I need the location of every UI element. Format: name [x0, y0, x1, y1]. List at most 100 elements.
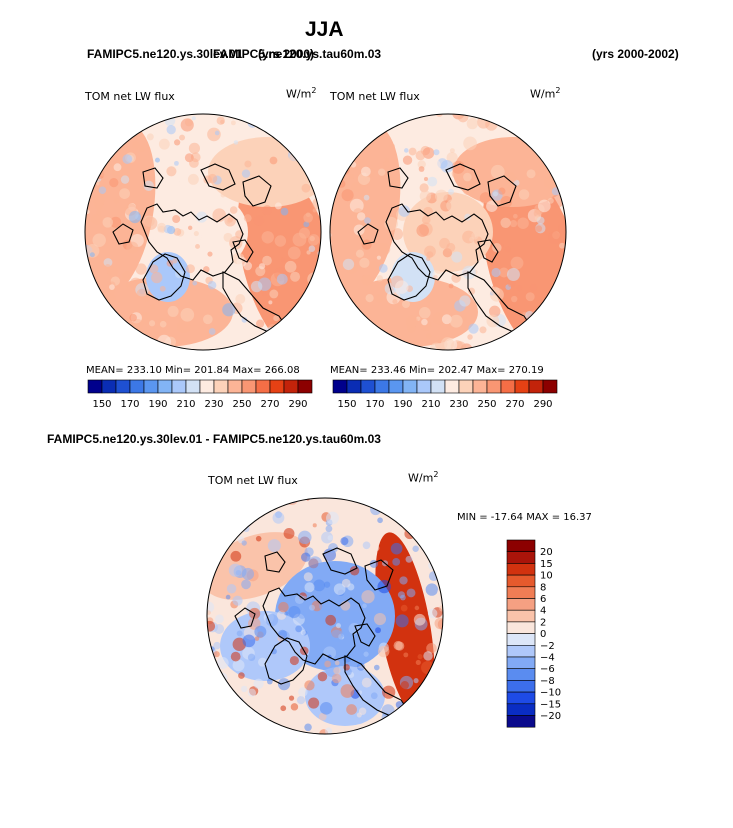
map-speckle [313, 309, 319, 316]
map-speckle [254, 625, 267, 638]
map-speckle [375, 627, 381, 634]
map-speckle [108, 163, 114, 169]
right-colorbar: 150 170 190 210 230 250 270 290 [332, 379, 558, 410]
map-speckle [525, 292, 535, 302]
map-speckle [96, 146, 111, 161]
map-speckle [242, 707, 248, 713]
map-speckle [390, 542, 403, 555]
map-speckle [433, 149, 440, 156]
map-speckle [300, 630, 306, 636]
left-units-exp: 2 [311, 86, 317, 95]
map-speckle [543, 176, 557, 189]
map-speckle [509, 219, 518, 228]
map-frame [84, 113, 322, 351]
map-speckle [350, 182, 361, 193]
map-speckle [342, 258, 355, 271]
map-speckle [504, 172, 517, 184]
colorbar-box [185, 379, 201, 394]
map-speckle [468, 287, 476, 295]
colorbar-box [374, 379, 390, 394]
map-speckle [325, 525, 333, 533]
map-speckle [337, 617, 343, 623]
map-speckle [451, 251, 463, 263]
map-field [207, 498, 443, 734]
map-speckle [524, 114, 535, 122]
map-speckle [189, 158, 199, 168]
map-speckle [193, 230, 199, 237]
map-speckle [241, 579, 251, 590]
map-speckle [324, 727, 333, 734]
map-speckle [276, 125, 288, 137]
coastline [445, 163, 481, 191]
map-speckle [404, 148, 409, 153]
map-speckle [126, 241, 139, 254]
map-speckle [207, 281, 217, 290]
map-speckle [233, 144, 242, 153]
map-speckle [233, 502, 248, 516]
map-speckle [153, 232, 167, 245]
map-speckle [277, 678, 291, 691]
map-speckle [119, 188, 130, 200]
map-speckle [232, 659, 245, 672]
map-speckle [128, 339, 139, 350]
map-speckle [272, 511, 285, 524]
map-speckle [312, 208, 317, 213]
map-speckle [314, 152, 319, 157]
map-speckle [157, 222, 167, 232]
map-speckle [159, 320, 167, 328]
map-speckle [561, 282, 566, 290]
map-speckle [425, 332, 432, 339]
map-speckle [274, 235, 287, 247]
coastline [322, 547, 358, 575]
map-speckle [306, 296, 318, 308]
coastline [364, 559, 394, 591]
map-speckle [136, 288, 148, 300]
map-speckle [330, 160, 334, 168]
map-speckle [526, 169, 536, 179]
map-speckle [361, 324, 373, 336]
left-stats: MEAN= 233.10 Min= 201.84 Max= 266.08 [86, 365, 300, 376]
map-speckle [415, 150, 426, 161]
map-speckle [265, 334, 271, 340]
map-speckle [238, 672, 245, 679]
map-speckle [467, 249, 475, 258]
diff-title: FAMIPC5.ne120.ys.30lev.01 - FAMIPC5.ne12… [47, 432, 381, 446]
map-speckle [85, 118, 93, 131]
map-speckle [343, 663, 350, 671]
colorbar-box [506, 539, 536, 552]
map-speckle [420, 708, 435, 723]
map-speckle [98, 186, 107, 194]
map-speckle [166, 125, 176, 135]
map-speckle [233, 278, 245, 290]
map-speckle [383, 122, 390, 129]
map-speckle [359, 257, 370, 268]
map-speckle [86, 318, 95, 327]
map-speckle [151, 271, 163, 284]
colorbar-tick-label: 170 [365, 399, 384, 410]
coastline [354, 623, 376, 647]
map-speckle [121, 332, 129, 340]
map-speckle [143, 180, 154, 191]
map-speckle [395, 280, 409, 294]
colorbar-tick-label: 6 [540, 594, 546, 605]
right-units-exp: 2 [555, 86, 561, 95]
top-case-label: FAMIPC5.ne120.ys.30lev.01 [87, 47, 243, 61]
map-speckle [85, 162, 91, 169]
map-speckle [235, 723, 247, 734]
map-speckle [378, 500, 390, 511]
map-speckle [109, 178, 119, 188]
map-speckle [463, 136, 477, 151]
top-case-label-overlap: FAMIPC5.ne120.ys.tau60m.03 [213, 47, 382, 61]
map-speckle [130, 331, 142, 342]
map-speckle [213, 703, 227, 717]
map-speckle [492, 191, 498, 197]
colorbar-box [472, 379, 488, 394]
colorbar-box [171, 379, 187, 394]
map-speckle [330, 282, 341, 294]
map-speckle [264, 327, 278, 341]
colorbar-box [506, 563, 536, 576]
map-speckle [361, 133, 367, 140]
map-speckle [174, 160, 179, 166]
colorbar-tick-label: −15 [540, 699, 561, 710]
colorbar-box [143, 379, 159, 394]
